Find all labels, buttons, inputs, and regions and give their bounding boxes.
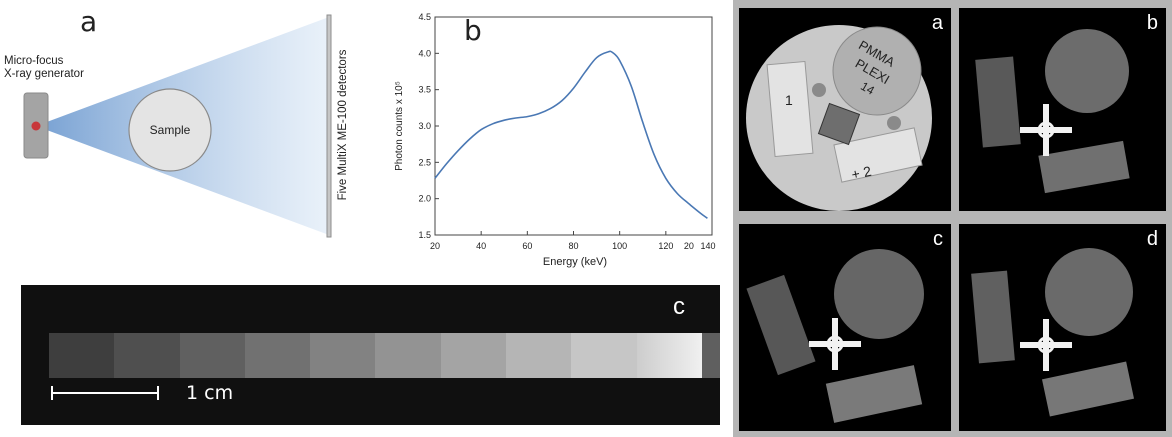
sample-label: Sample — [149, 123, 191, 137]
right-panel-b-letter: b — [1146, 12, 1158, 34]
y-axis-label: Photon counts x 10⁵ — [394, 81, 405, 171]
recon-b-insert-1 — [975, 56, 1021, 148]
hole-1 — [812, 83, 826, 97]
left-figure: a Micro-focus X-ray generator Sample Fiv… — [0, 0, 730, 425]
recon-d-insert-2 — [1041, 361, 1135, 417]
x-tick-label: 60 — [522, 241, 532, 251]
right-panel-d: d — [959, 224, 1166, 431]
cross-insert — [817, 102, 861, 146]
recon-c-insert-2 — [825, 365, 923, 423]
rectangular-insert-2 — [833, 127, 923, 183]
step-wedge-segment — [179, 333, 245, 378]
panel-a-schematic: a Micro-focus X-ray generator Sample Fiv… — [0, 0, 380, 250]
step-wedge-segment — [571, 333, 637, 378]
recon-c-disc — [834, 249, 924, 339]
x-tick-label: 40 — [476, 241, 486, 251]
scale-bar-right-cap — [157, 386, 159, 400]
generator-label-line1: Micro-focus — [4, 55, 64, 67]
right-panel-c: c — [739, 224, 951, 431]
step-wedge-segment — [114, 333, 180, 378]
panel-c-stepwedge: c 1 cm — [21, 285, 720, 425]
handwriting-14: 14 — [858, 79, 877, 98]
generator-label-line2: X-ray generator — [4, 68, 84, 80]
sample-circle — [128, 88, 212, 172]
detector-array — [326, 14, 332, 238]
rectangular-insert-1 — [766, 60, 814, 158]
spectrum-line — [434, 50, 708, 219]
phantom-photo: PMMA PLEXI 14 1 + 2 — [746, 25, 932, 211]
y-tick-label: 2.0 — [418, 194, 431, 204]
spectrum-chart: 20 40 60 80 100 120 20 140 1.5 2.0 2.5 3.0 3.5 4.0 4.5… — [394, 12, 716, 268]
handwriting-1: 1 — [785, 92, 793, 108]
y-tick-label: 3.5 — [418, 85, 431, 95]
right-panel-d-letter: d — [1146, 228, 1158, 250]
recon-d-insert-1 — [971, 270, 1015, 364]
step-wedge-segment — [440, 333, 507, 378]
plot-frame — [434, 16, 713, 236]
handwriting-plus-2: + 2 — [850, 163, 873, 183]
panel-b-letter: b — [464, 14, 482, 47]
panel-b-chart: 20 40 60 80 100 120 20 140 1.5 2.0 2.5 3.0 3.5 4.0 4.5… — [390, 0, 730, 275]
pmma-disc — [832, 26, 922, 116]
hole-2 — [887, 116, 901, 130]
right-figure: PMMA PLEXI 14 1 + 2 a b — [733, 0, 1172, 437]
recon-c-insert-1 — [746, 274, 816, 376]
x-tick-label: 80 — [568, 241, 578, 251]
panel-c-letter: c — [673, 293, 685, 320]
x-axis-label: Energy (keV) — [543, 256, 607, 268]
step-wedge-strip — [49, 333, 720, 378]
right-panel-c-letter: c — [933, 228, 943, 250]
recon-d-cross — [1020, 319, 1072, 371]
y-tick-label: 4.0 — [418, 48, 431, 58]
recon-b-disc — [1045, 29, 1129, 113]
y-tick-label: 3.0 — [418, 121, 431, 131]
y-tick-label: 1.5 — [418, 230, 431, 240]
y-tick-label: 4.5 — [418, 12, 431, 22]
y-tick-label: 2.5 — [418, 157, 431, 167]
right-panel-b: b — [959, 8, 1166, 211]
scale-bar-label: 1 cm — [186, 382, 234, 404]
step-wedge-segment — [375, 333, 441, 378]
recon-b-insert-2 — [1038, 140, 1130, 194]
right-panel-a: PMMA PLEXI 14 1 + 2 a — [739, 8, 951, 211]
recon-d-disc — [1045, 248, 1133, 336]
step-wedge-segment — [244, 333, 311, 378]
x-tick-label: 120 — [658, 241, 673, 251]
detectors-label: Five MultiX ME-100 detectors — [337, 49, 349, 201]
x-tick-label: 20 — [430, 241, 440, 251]
step-wedge-segment — [310, 333, 376, 378]
scale-bar — [51, 392, 159, 394]
recon-c-cross — [809, 318, 861, 370]
x-tick-label: 100 — [612, 241, 627, 251]
right-panel-a-letter: a — [931, 12, 943, 34]
reconstruction-c — [746, 249, 924, 423]
recon-b-cross — [1020, 104, 1072, 156]
step-wedge-segment — [506, 333, 572, 378]
step-wedge-segment — [49, 333, 115, 378]
focal-spot — [31, 121, 41, 131]
schematic-drawing — [23, 14, 332, 238]
scale-bar-left-cap — [51, 386, 53, 400]
x-tick-label: 140 — [700, 241, 715, 251]
step-wedge-segment — [636, 333, 702, 378]
x-tick-label: 20 — [684, 241, 694, 251]
step-wedge-segment — [701, 333, 720, 378]
reconstruction-b — [975, 29, 1130, 194]
panel-a-letter: a — [80, 5, 98, 38]
reconstruction-d — [971, 248, 1135, 417]
